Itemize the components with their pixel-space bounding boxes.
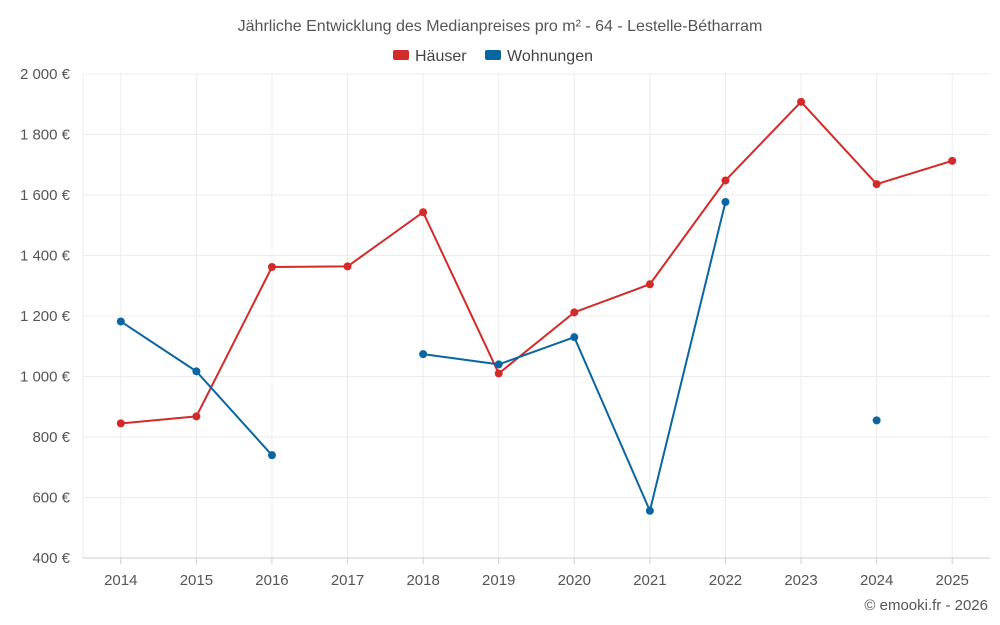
data-point[interactable] [797,97,806,106]
x-axis-ticks: 2014 2015 2016 2017 2018 2019 2020 2021 2022 2023… [104,572,969,589]
data-point[interactable] [192,412,201,421]
data-point[interactable] [343,262,352,271]
legend-label: Häuser [415,48,467,65]
y-tick-label: 400 € [32,550,70,567]
data-point[interactable] [419,350,428,359]
data-point[interactable] [721,197,730,206]
data-point[interactable] [570,308,579,317]
data-point[interactable] [419,208,428,217]
y-axis-ticks: 400 € 600 € 800 € 1 000 € 1 200 € 1 400 € 1 60… [20,66,71,567]
x-tick-label: 2024 [860,572,893,589]
gridlines [82,73,990,564]
data-point[interactable] [116,419,125,428]
x-tick-label: 2016 [255,572,288,589]
x-tick-label: 2019 [482,572,515,589]
legend-label: Wohnungen [507,48,593,65]
x-tick-label: 2025 [936,572,969,589]
x-tick-label: 2021 [633,572,666,589]
data-point[interactable] [948,156,957,165]
data-point[interactable] [721,176,730,185]
data-point[interactable] [267,262,276,271]
x-tick-label: 2014 [104,572,137,589]
x-tick-label: 2017 [331,572,364,589]
x-tick-label: 2015 [180,572,213,589]
y-tick-label: 800 € [32,429,70,446]
y-tick-label: 1 600 € [20,187,71,204]
y-tick-label: 1 800 € [20,127,71,144]
data-point[interactable] [872,180,881,189]
data-point[interactable] [872,416,881,425]
data-point[interactable] [645,506,654,515]
x-tick-label: 2023 [784,572,817,589]
data-point[interactable] [494,369,503,378]
series-line-1 [120,100,953,425]
data-point[interactable] [267,451,276,460]
y-tick-label: 1 400 € [20,248,71,265]
y-tick-label: 1 000 € [20,369,71,386]
x-tick-label: 2018 [406,572,439,589]
legend-swatch [485,50,501,60]
data-point[interactable] [570,333,579,342]
x-tick-label: 2022 [709,572,742,589]
y-tick-label: 2 000 € [20,66,71,83]
credit-text: © emooki.fr - 2026 [864,597,988,614]
x-tick-label: 2020 [558,572,591,589]
legend-swatch [393,50,409,60]
y-tick-label: 600 € [32,490,70,507]
data-point[interactable] [494,360,503,369]
legend: Häuser Wohnungen [393,48,593,65]
data-point[interactable] [116,317,125,326]
chart-title: Jährliche Entwicklung des Medianpreises … [238,18,763,35]
y-tick-label: 1 200 € [20,308,71,325]
series-layer [116,97,957,515]
data-point[interactable] [192,367,201,376]
data-point[interactable] [645,280,654,289]
